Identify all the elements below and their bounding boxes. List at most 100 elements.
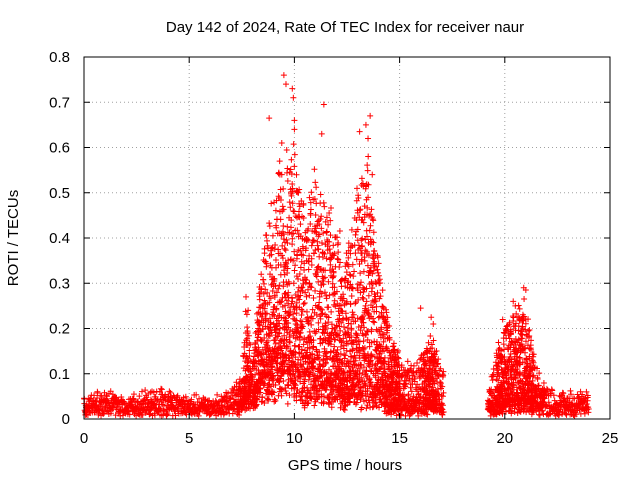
data-point [94, 390, 101, 397]
data-point [435, 356, 442, 363]
data-point [310, 359, 317, 366]
data-point [373, 280, 380, 287]
data-point [424, 354, 431, 361]
data-point [359, 294, 366, 301]
data-point [154, 396, 161, 403]
data-point [164, 411, 171, 418]
data-point [318, 240, 325, 247]
data-point [541, 395, 548, 402]
data-point [291, 248, 298, 255]
data-point [286, 334, 293, 341]
data-point [365, 292, 372, 299]
data-point [293, 299, 300, 306]
data-point [386, 322, 393, 329]
data-point [206, 397, 213, 404]
data-point [376, 384, 383, 391]
data-point [308, 284, 315, 291]
data-point [261, 344, 268, 351]
data-point [440, 389, 447, 396]
y-tick-labels: 00.10.20.30.40.50.60.70.8 [49, 49, 70, 428]
data-point [530, 351, 537, 358]
data-point [278, 298, 285, 305]
data-point [258, 378, 265, 385]
data-point [310, 343, 317, 350]
data-point [272, 282, 279, 289]
data-point [112, 412, 119, 419]
data-point [309, 315, 316, 322]
data-point [359, 242, 366, 249]
data-point [434, 371, 441, 378]
data-point [398, 411, 405, 418]
data-point [522, 338, 529, 345]
data-point [300, 214, 307, 221]
data-point [359, 250, 366, 257]
y-tick-label: 0.3 [49, 275, 70, 292]
data-point [360, 268, 367, 275]
data-point [293, 310, 300, 317]
data-point [172, 412, 179, 419]
data-point [363, 367, 370, 374]
data-point [295, 208, 302, 215]
data-point [371, 247, 378, 254]
data-point [513, 369, 520, 376]
data-point [345, 263, 352, 270]
data-point [299, 323, 306, 330]
data-point [320, 281, 327, 288]
data-point [437, 380, 444, 387]
data-point [505, 364, 512, 371]
data-point [506, 335, 513, 342]
data-point [495, 364, 502, 371]
data-point [271, 353, 278, 360]
data-point [364, 162, 371, 169]
data-point [269, 287, 276, 294]
data-point [360, 324, 367, 331]
data-point [130, 396, 137, 403]
data-point [376, 351, 383, 358]
data-point [268, 251, 275, 258]
data-point [370, 217, 377, 224]
data-point [321, 274, 328, 281]
data-point [366, 376, 373, 383]
data-point [534, 394, 541, 401]
data-point [276, 378, 283, 385]
data-point [583, 388, 590, 395]
data-point [439, 383, 446, 390]
data-point [320, 275, 327, 282]
data-point [263, 356, 270, 363]
data-point [374, 254, 381, 261]
data-point [260, 280, 267, 287]
data-point [318, 372, 325, 379]
data-point [567, 387, 574, 394]
data-point [365, 153, 372, 160]
data-point [369, 353, 376, 360]
data-point [321, 203, 328, 210]
data-point [279, 294, 286, 301]
data-point [307, 206, 314, 213]
data-point [396, 367, 403, 374]
data-point [278, 171, 285, 178]
data-point [247, 367, 254, 374]
data-point [350, 311, 357, 318]
data-point [320, 199, 327, 206]
data-point [278, 386, 285, 393]
data-point [384, 327, 391, 334]
data-point [517, 370, 524, 377]
data-point [271, 292, 278, 299]
data-point [327, 232, 334, 239]
data-point [408, 388, 415, 395]
data-point [163, 412, 170, 419]
data-point [313, 273, 320, 280]
data-point [526, 332, 533, 339]
data-point [337, 302, 344, 309]
data-point [315, 378, 322, 385]
data-point [357, 270, 364, 277]
data-point [290, 141, 297, 148]
data-point [266, 299, 273, 306]
data-point [273, 224, 280, 231]
data-point [379, 303, 386, 310]
x-tick-label: 5 [185, 430, 193, 447]
data-point [314, 269, 321, 276]
data-point [352, 231, 359, 238]
data-point [315, 319, 322, 326]
data-point [437, 365, 444, 372]
